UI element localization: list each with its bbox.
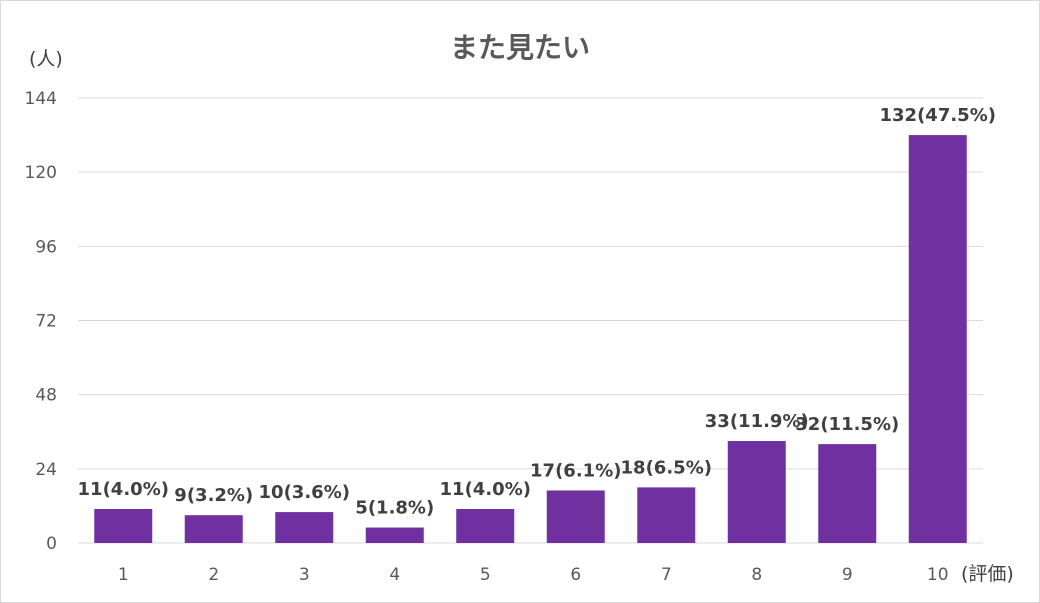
bar [546, 490, 605, 543]
bars [94, 135, 967, 544]
data-label: 18(6.5%) [621, 457, 712, 478]
y-tick-label: 120 [25, 163, 57, 183]
y-tick-label: 72 [35, 312, 57, 332]
x-tick-label: 4 [389, 565, 400, 585]
bar [818, 444, 877, 543]
data-label: 132(47.5%) [880, 105, 996, 126]
y-tick-labels: 0 24 48 72 96 120 144 [25, 89, 57, 554]
grid-lines [78, 97, 983, 544]
bar [275, 512, 334, 543]
x-tick-label: 10 [927, 565, 949, 585]
y-tick-label: 48 [35, 386, 57, 406]
y-tick-label: 0 [46, 534, 57, 554]
bar [94, 509, 153, 543]
bar [184, 515, 243, 543]
x-tick-label: 1 [118, 565, 129, 585]
data-label: 5(1.8%) [355, 498, 434, 519]
x-tick-label: 6 [570, 565, 581, 585]
x-axis-label: (評価) [961, 563, 1014, 585]
bar [456, 509, 515, 543]
bar [365, 527, 424, 543]
data-label: 10(3.6%) [259, 482, 350, 503]
y-tick-label: 144 [25, 89, 57, 109]
chart-title: また見たい [450, 31, 590, 64]
x-tick-label: 9 [842, 565, 853, 585]
data-labels: 11(4.0%) 9(3.2%) 10(3.6%)5(1.8%)11(4.0%)17… [78, 105, 996, 518]
bar [637, 487, 696, 543]
y-axis-label: (人) [29, 48, 63, 70]
data-label: 11(4.0%) [78, 479, 169, 500]
bar [908, 135, 967, 544]
data-label: 9(3.2%) [174, 485, 253, 506]
x-tick-label: 7 [661, 565, 672, 585]
x-tick-labels: 1 2 3 4 5 6 7 8 9 10 [118, 565, 949, 585]
bar [727, 441, 786, 543]
y-tick-label: 96 [35, 237, 57, 257]
x-tick-label: 2 [208, 565, 219, 585]
data-label: 11(4.0%) [440, 479, 531, 500]
x-tick-label: 8 [751, 565, 762, 585]
data-label: 17(6.1%) [530, 460, 621, 481]
x-tick-label: 3 [299, 565, 310, 585]
x-tick-label: 5 [480, 565, 491, 585]
data-label: 32(11.5%) [795, 414, 899, 435]
data-label: 33(11.9%) [705, 411, 809, 432]
y-tick-label: 24 [35, 460, 57, 480]
